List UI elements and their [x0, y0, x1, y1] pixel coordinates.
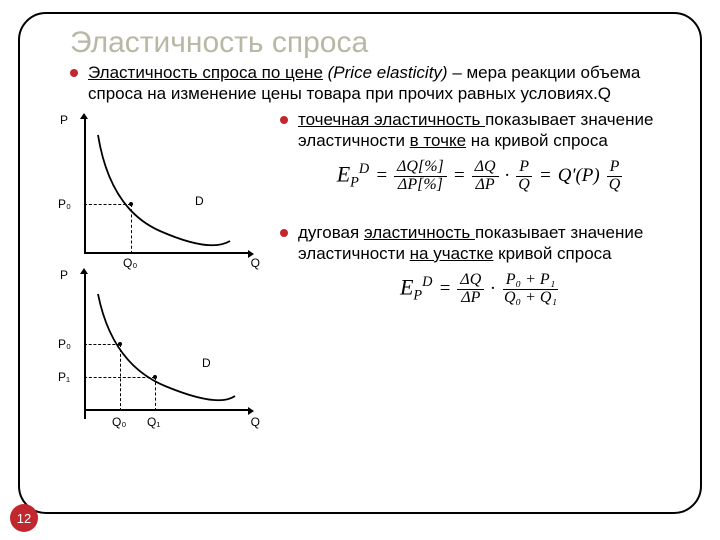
point-elasticity-block: точечная эластичность показывает значени…: [280, 109, 680, 194]
slide-frame: Эластичность спроса Эластичность спроса …: [18, 12, 702, 514]
bullet-icon: [70, 69, 78, 77]
charts-column: P P₀ D Q₀ Q P: [40, 109, 270, 429]
descriptions-column: точечная эластичность показывает значени…: [270, 109, 680, 429]
axis-label-q: Q: [251, 415, 260, 429]
arc-elasticity-block: дуговая эластичность показывает значение…: [280, 222, 680, 307]
arc-elasticity-text: дуговая эластичность показывает значение…: [298, 222, 680, 265]
axis-label-p: P: [60, 113, 68, 127]
definition-text: Эластичность спроса по цене (Price elast…: [88, 62, 680, 105]
content-area: P P₀ D Q₀ Q P: [40, 109, 680, 429]
axis-label-p1: P₁: [58, 370, 70, 384]
definition-row: Эластичность спроса по цене (Price elast…: [70, 62, 680, 105]
axis-label-q1: Q₁: [147, 415, 160, 429]
point-elasticity-text: точечная эластичность показывает значени…: [298, 109, 680, 152]
curve-label-d: D: [195, 194, 204, 208]
bullet-icon: [280, 116, 288, 124]
point-elasticity-formula: EPD = ΔQ[%]ΔP[%] = ΔQΔP · PQ = Q'(P) PQ: [280, 159, 680, 194]
axis-label-p0: P₀: [58, 197, 71, 211]
axis-label-q0: Q₀: [112, 415, 126, 429]
chart-point-elasticity: P P₀ D Q₀ Q: [50, 109, 260, 264]
bullet-icon: [280, 229, 288, 237]
curve-label-d: D: [202, 356, 211, 370]
demand-curve-icon: [50, 109, 260, 264]
arc-elasticity-formula: EPD = ΔQΔP · P₀ + P₁Q₀ + Q₁: [280, 272, 680, 307]
chart-arc-elasticity: P P₀ P₁ D Q₀ Q₁ Q: [50, 264, 260, 429]
axis-label-p: P: [60, 268, 68, 282]
page-number-badge: 12: [10, 504, 38, 532]
axis-label-p0: P₀: [58, 337, 71, 351]
slide-title: Эластичность спроса: [70, 26, 680, 60]
